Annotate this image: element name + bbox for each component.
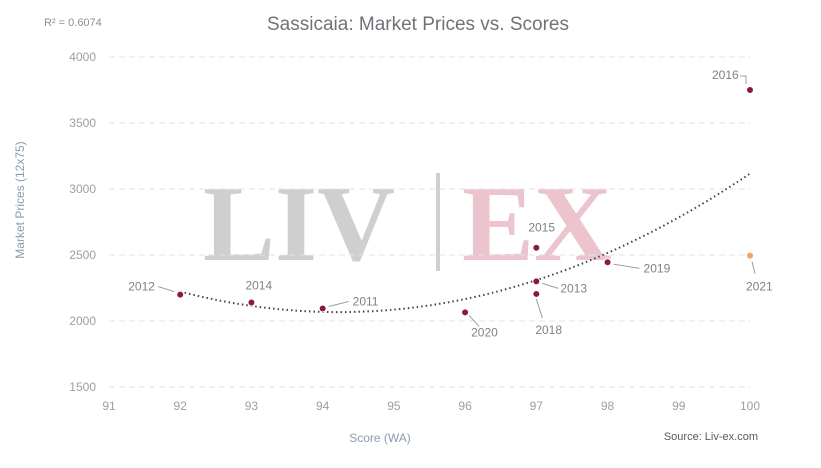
chart-title: Sassicaia: Market Prices vs. Scores <box>267 14 569 35</box>
point-label: 2012 <box>128 280 155 294</box>
r-squared-label: R² = 0.6074 <box>44 17 102 29</box>
x-tick-label: 95 <box>387 399 401 413</box>
label-leader-line <box>613 263 640 269</box>
label-leader-line <box>328 300 349 307</box>
x-tick-label: 96 <box>458 399 472 413</box>
point-label: 2014 <box>245 279 272 293</box>
x-axis-ticks: 91 92 93 94 95 96 97 98 99 100 <box>102 399 760 413</box>
x-tick-label: 94 <box>316 399 330 413</box>
x-tick-label: 99 <box>672 399 686 413</box>
x-tick-label: 91 <box>102 399 116 413</box>
data-point <box>247 298 256 307</box>
x-tick-label: 100 <box>740 399 760 413</box>
label-leader-line <box>751 261 756 274</box>
y-tick-label: 3000 <box>69 182 96 196</box>
watermark-liv: LIV <box>203 165 395 284</box>
x-tick-label: 97 <box>530 399 544 413</box>
y-tick-label: 2000 <box>69 314 96 328</box>
grid-lines <box>109 56 750 388</box>
data-point <box>461 308 470 317</box>
x-tick-label: 93 <box>245 399 259 413</box>
label-leader-line <box>740 75 747 84</box>
data-point <box>746 86 754 94</box>
y-axis-label: Market Prices (12x75) <box>13 141 27 258</box>
label-leader-line <box>535 298 543 319</box>
point-label: 2019 <box>644 261 671 275</box>
point-label: 2011 <box>353 294 379 308</box>
point-label: 2015 <box>528 221 555 235</box>
data-points <box>176 86 754 317</box>
y-tick-label: 1500 <box>69 380 96 394</box>
data-point <box>176 290 185 299</box>
x-tick-label: 98 <box>601 399 615 413</box>
label-leader-line <box>542 282 559 289</box>
point-label: 2013 <box>560 281 587 295</box>
point-label: 2021 <box>746 280 773 294</box>
x-tick-label: 92 <box>174 399 188 413</box>
data-point <box>532 289 541 298</box>
y-axis-ticks: 1500 2000 2500 3000 3500 4000 <box>69 50 96 394</box>
y-tick-label: 3500 <box>69 116 96 130</box>
data-point <box>746 251 754 260</box>
y-tick-label: 4000 <box>69 50 96 64</box>
label-leader-lines <box>158 75 756 327</box>
source-note: Source: Liv-ex.com <box>664 431 758 443</box>
data-point <box>532 277 541 286</box>
point-label: 2016 <box>712 68 739 82</box>
label-leader-line <box>158 286 175 293</box>
watermark-divider <box>436 173 440 271</box>
point-label: 2018 <box>535 323 562 337</box>
x-axis-label: Score (WA) <box>349 431 411 445</box>
point-label: 2020 <box>471 325 498 339</box>
y-tick-label: 2500 <box>69 248 96 262</box>
point-labels: 2012 2014 2011 2020 2015 2013 2018 2019 2016 2021 <box>128 68 773 339</box>
liv-ex-watermark: LIV EX <box>203 165 612 284</box>
watermark-ex: EX <box>462 165 612 284</box>
data-point <box>603 258 612 267</box>
data-point <box>318 304 327 313</box>
label-leader-line <box>468 315 480 327</box>
data-point <box>532 243 541 252</box>
